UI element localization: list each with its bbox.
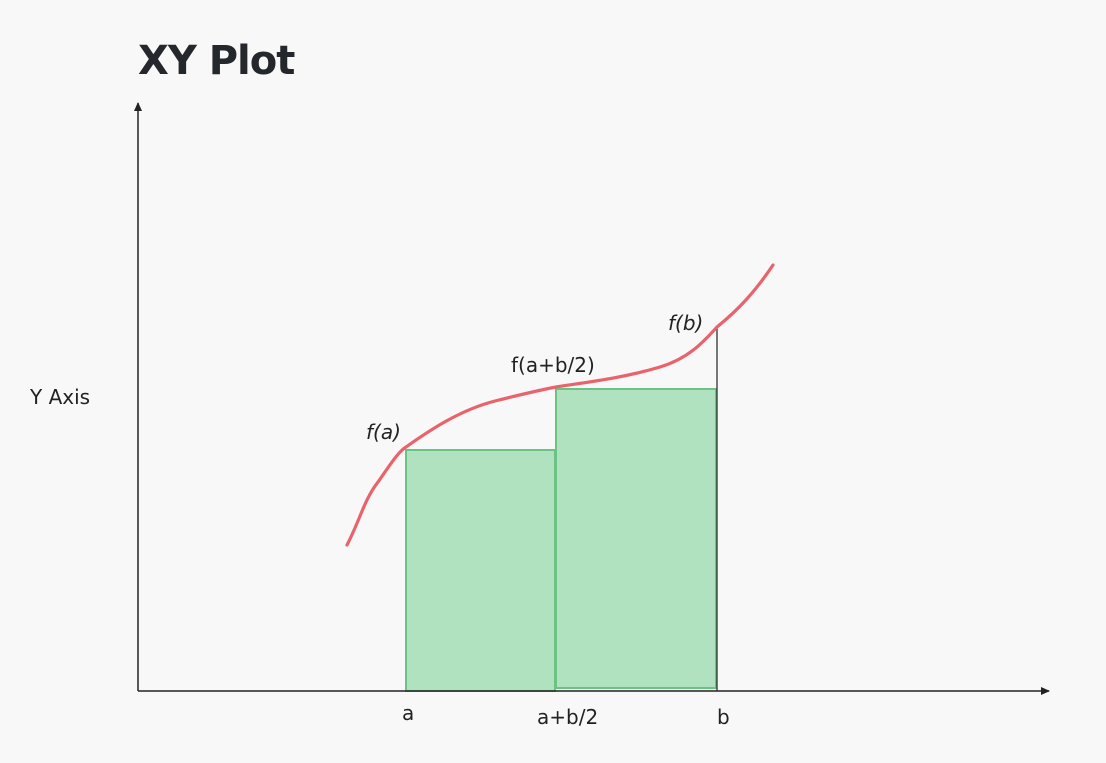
y-axis-label: Y Axis: [30, 385, 91, 409]
label-f-a: f(a): [366, 420, 401, 444]
x-tick-label-mid: a+b/2: [537, 705, 599, 729]
label-f-mid: f(a+b/2): [511, 353, 595, 377]
function-curve: [345, 263, 775, 547]
x-tick-label-b: b: [717, 705, 730, 729]
rectangle-right: [555, 388, 717, 689]
diagram-title: XY Plot: [138, 38, 295, 84]
rectangle-left: [405, 449, 556, 692]
label-f-b: f(b): [668, 311, 704, 335]
x-tick-label-a: a: [402, 701, 415, 725]
